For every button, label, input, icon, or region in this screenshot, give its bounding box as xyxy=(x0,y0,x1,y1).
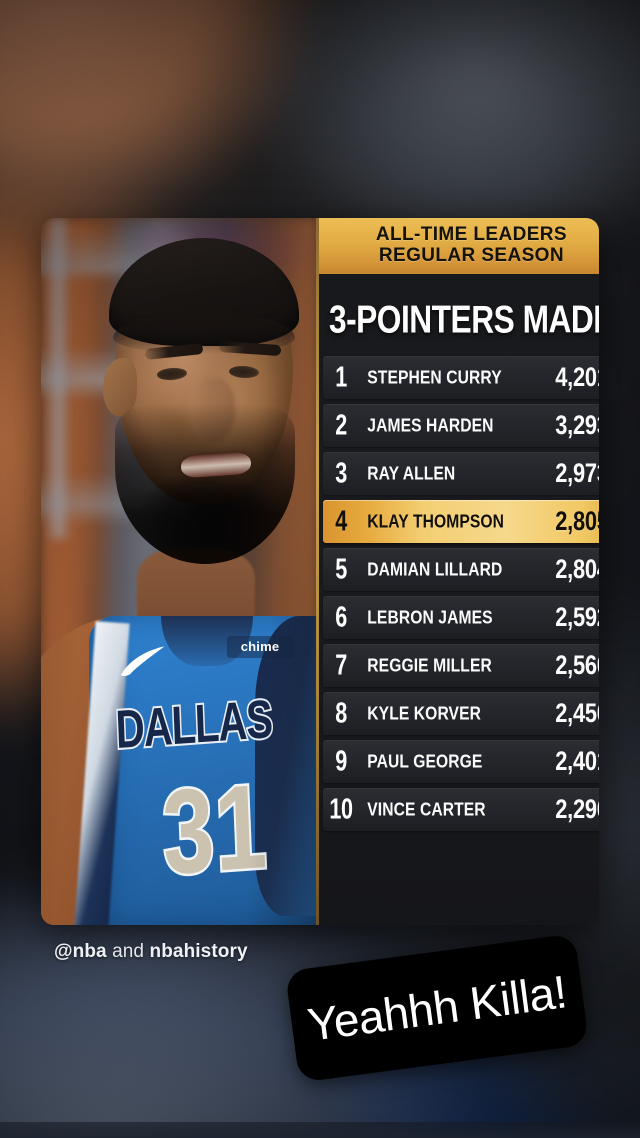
row-rank: 5 xyxy=(335,552,347,586)
player-beard xyxy=(115,404,295,564)
row-player-name: VINCE CARTER xyxy=(367,798,486,820)
row-value: 2,592 xyxy=(555,601,599,633)
jersey-armhole-trim xyxy=(255,616,319,916)
text-sticker-label: Yeahhh Killa! xyxy=(304,965,570,1051)
caption-handle-secondary[interactable]: nbahistory xyxy=(149,941,248,962)
header-line-2: REGULAR SEASON xyxy=(378,244,564,266)
leaderboard-row: 10 VINCE CARTER 2,290 xyxy=(323,788,599,832)
row-rank: 7 xyxy=(335,648,347,682)
row-rank: 3 xyxy=(335,456,347,490)
nba-stats-graphic-card: chime DALLAS 31 ALL-TIME LEADERS REGULAR… xyxy=(41,218,599,925)
leaderboard-row: 2 JAMES HARDEN 3,293 xyxy=(323,404,599,448)
row-rank: 10 xyxy=(329,792,353,826)
stats-panel: ALL-TIME LEADERS REGULAR SEASON 3-POINTE… xyxy=(319,218,599,925)
row-player-name: PAUL GEORGE xyxy=(367,750,483,772)
photo-shading-overlay xyxy=(41,218,319,925)
nike-swoosh-icon xyxy=(115,645,172,678)
bottom-gradient-bar xyxy=(0,1122,640,1138)
leaderboard-row: 9 PAUL GEORGE 2,401 xyxy=(323,740,599,784)
row-player-name: STEPHEN CURRY xyxy=(367,366,502,388)
story-caption: @nba and nbahistory xyxy=(54,941,248,963)
row-value: 3,293 xyxy=(555,409,599,441)
row-player-name: JAMES HARDEN xyxy=(367,414,494,436)
leaderboard-row: 3 RAY ALLEN 2,973 xyxy=(323,452,599,496)
row-rank: 1 xyxy=(335,360,347,394)
row-player-name: RAY ALLEN xyxy=(367,462,456,484)
row-player-name: LEBRON JAMES xyxy=(367,606,493,628)
row-rank: 9 xyxy=(335,744,347,778)
leaderboard-row: 8 KYLE KORVER 2,450 xyxy=(323,692,599,736)
row-value: 2,560 xyxy=(555,649,599,681)
row-player-name: REGGIE MILLER xyxy=(367,654,492,676)
caption-handle-primary[interactable]: @nba xyxy=(54,941,107,962)
row-value: 4,201 xyxy=(555,361,599,393)
leaderboard-row: 5 DAMIAN LILLARD 2,804 xyxy=(323,548,599,592)
caption-connector: and xyxy=(106,941,150,962)
leaderboard-list: 1 STEPHEN CURRY 4,201 2 JAMES HARDEN 3,293 3 RA… xyxy=(319,356,599,839)
panel-header-banner: ALL-TIME LEADERS REGULAR SEASON xyxy=(319,218,599,275)
row-value: 2,973 xyxy=(555,457,599,489)
row-value: 2,290 xyxy=(555,793,599,825)
leaderboard-row: 1 STEPHEN CURRY 4,201 xyxy=(323,356,599,400)
player-photo: chime DALLAS 31 xyxy=(41,218,319,925)
row-player-name: KYLE KORVER xyxy=(367,702,481,724)
leaderboard-row: 4 KLAY THOMPSON 2,805 xyxy=(323,500,599,544)
row-player-name: KLAY THOMPSON xyxy=(367,510,505,532)
row-value: 2,804 xyxy=(555,553,599,585)
row-value: 2,450 xyxy=(555,697,599,729)
header-line-1: ALL-TIME LEADERS xyxy=(375,224,567,245)
row-rank: 2 xyxy=(335,408,347,442)
player-ear xyxy=(103,358,137,416)
row-rank: 4 xyxy=(335,504,347,538)
row-value: 2,805 xyxy=(555,505,599,537)
stat-category-title: 3-POINTERS MADE xyxy=(328,297,599,341)
jersey-sponsor-patch: chime xyxy=(227,636,293,658)
photo-pole xyxy=(47,218,69,538)
row-rank: 8 xyxy=(335,696,347,730)
row-player-name: DAMIAN LILLARD xyxy=(367,558,503,580)
photo-panel-divider xyxy=(316,218,319,925)
row-rank: 6 xyxy=(335,600,347,634)
leaderboard-row: 7 REGGIE MILLER 2,560 xyxy=(323,644,599,688)
row-value: 2,401 xyxy=(555,745,599,777)
leaderboard-row: 6 LEBRON JAMES 2,592 xyxy=(323,596,599,640)
